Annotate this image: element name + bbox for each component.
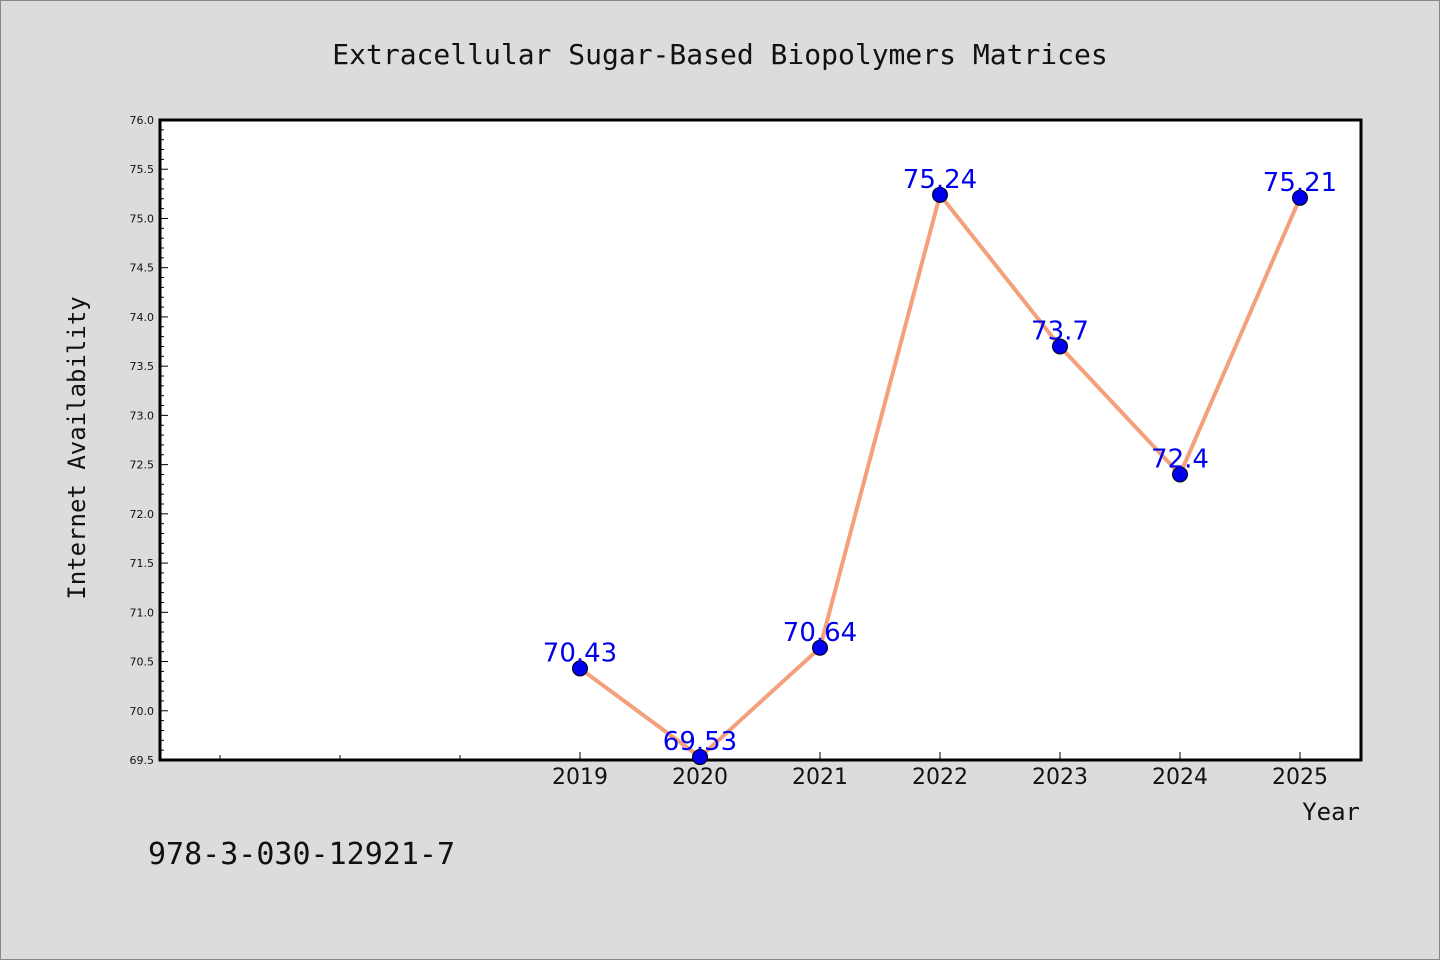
y-tick-label: 74.0	[130, 311, 155, 324]
y-tick-label: 71.5	[130, 557, 155, 570]
y-tick-label: 72.0	[130, 508, 155, 521]
y-tick-label: 70.5	[130, 656, 155, 669]
y-tick-label: 76.0	[130, 114, 155, 127]
x-tick-label: 2019	[552, 765, 608, 790]
y-tick-label: 70.0	[130, 705, 155, 718]
data-label: 69.53	[663, 727, 737, 757]
y-tick-label: 75.5	[130, 163, 155, 176]
data-label: 73.7	[1031, 316, 1089, 346]
x-tick-label: 2022	[912, 765, 968, 790]
x-tick-label: 2024	[1152, 765, 1208, 790]
data-point	[1292, 189, 1308, 206]
y-axis: 69.5 70.0 70.5 71.0 71.5 72.0 72.5 73.0 73.5 74.0…	[130, 114, 168, 767]
x-tick-label: 2023	[1032, 765, 1088, 790]
data-label: 75.24	[903, 165, 977, 195]
plot-area	[158, 118, 1363, 762]
data-label: 75.21	[1263, 168, 1337, 198]
x-tick-label: 2021	[792, 765, 848, 790]
data-markers	[572, 186, 1308, 766]
x-tick-label: 2025	[1272, 765, 1328, 790]
data-labels: 70.43 69.53 70.64 75.24 73.7 72.4 75.21	[543, 165, 1337, 757]
y-tick-label: 73.0	[130, 409, 155, 422]
isbn-text: 978-3-030-12921-7	[148, 837, 455, 872]
data-point	[1052, 338, 1068, 355]
x-axis-label: Year	[1302, 798, 1360, 826]
y-tick-label: 74.5	[130, 262, 155, 275]
data-point	[572, 660, 588, 677]
data-point	[812, 639, 828, 656]
chart-title: Extracellular Sugar-Based Biopolymers Ma…	[332, 38, 1107, 71]
data-point	[932, 186, 948, 203]
data-label: 70.43	[543, 638, 617, 668]
x-axis: 2019 2020 2021 2022 2023 2024 2025	[219, 752, 1328, 790]
data-label: 72.4	[1151, 444, 1209, 474]
data-point	[692, 749, 708, 766]
y-tick-label: 72.5	[130, 459, 155, 472]
y-axis-label: Internet Availability	[63, 296, 91, 599]
y-tick-label: 71.0	[130, 606, 155, 619]
data-point	[1172, 466, 1188, 483]
x-tick-label: 2020	[672, 765, 728, 790]
y-tick-label: 73.5	[130, 360, 155, 373]
y-tick-label: 69.5	[130, 754, 155, 767]
data-label: 70.64	[783, 618, 857, 648]
y-tick-label: 75.0	[130, 212, 155, 225]
